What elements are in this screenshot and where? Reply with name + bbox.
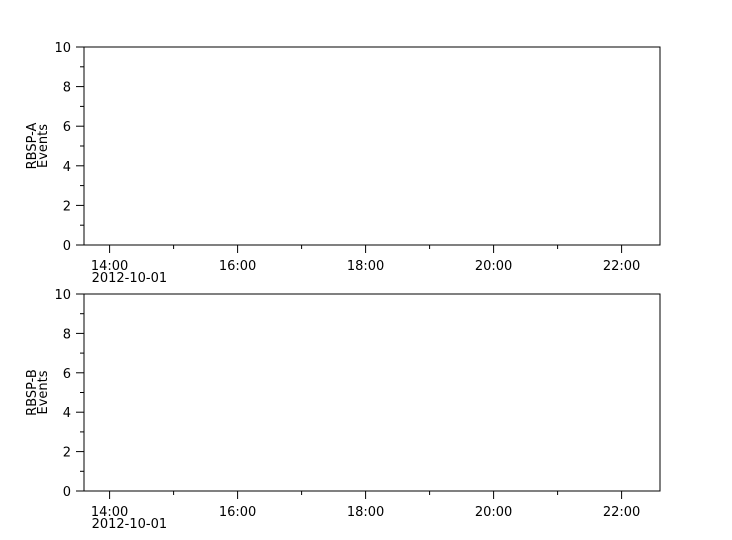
x-tick-label: 18:00 [347, 259, 384, 274]
x-date-label: 2012-10-01 [92, 271, 168, 286]
x-tick-label: 16:00 [219, 505, 256, 520]
x-tick-label: 16:00 [219, 259, 256, 274]
x-tick-label: 14:00 [91, 259, 128, 274]
plot-frame [83, 46, 661, 246]
y-label-line: RBSP-A [25, 122, 40, 169]
y-tick-label: 8 [63, 81, 71, 96]
y-tick-label: 2 [63, 446, 71, 461]
y-tick-label: 10 [54, 288, 71, 303]
y-tick-label: 0 [63, 239, 71, 254]
y-tick-label: 10 [54, 41, 71, 56]
y-label-line: RBSP-B [25, 369, 40, 416]
plot-frame [83, 293, 661, 492]
x-tick-label: 22:00 [603, 259, 640, 274]
y-tick-label: 6 [63, 120, 71, 135]
x-tick-label: 18:00 [347, 505, 384, 520]
y-tick-label: 2 [63, 199, 71, 214]
y-label-line: Events [36, 124, 51, 168]
y-tick-label: 8 [63, 327, 71, 342]
x-tick-label: 20:00 [475, 259, 512, 274]
y-tick-label: 4 [63, 160, 71, 175]
x-tick-label: 20:00 [475, 505, 512, 520]
y-label-line: Events [36, 370, 51, 414]
y-tick-label: 4 [63, 406, 71, 421]
x-tick-label: 14:00 [91, 505, 128, 520]
x-date-label: 2012-10-01 [92, 517, 168, 532]
x-tick-label: 22:00 [603, 505, 640, 520]
y-tick-label: 0 [63, 485, 71, 500]
y-tick-label: 6 [63, 367, 71, 382]
